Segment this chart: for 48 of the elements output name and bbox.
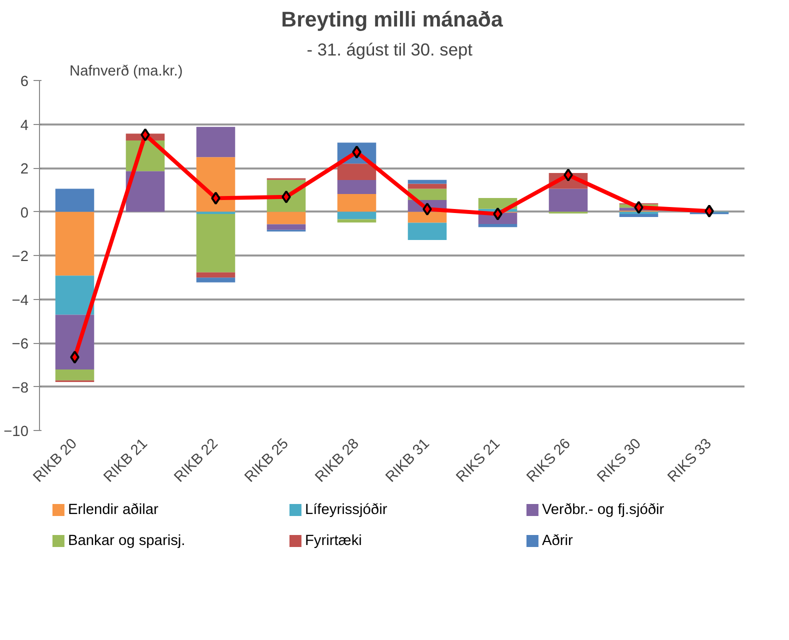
y-tick-label: −2	[12, 249, 29, 265]
y-tick-label: 4	[20, 118, 29, 134]
bar	[337, 194, 376, 212]
bar	[196, 126, 236, 158]
bar	[408, 184, 447, 189]
bar	[196, 272, 236, 278]
point	[634, 200, 644, 214]
point	[704, 204, 714, 218]
legend-label: Erlendir aðilar	[68, 502, 158, 518]
legend-label: Verðbr.- og fj.sjóðir	[542, 502, 664, 518]
point	[422, 202, 432, 216]
legend-label: Bankar og sparisj.	[68, 533, 186, 549]
bar	[408, 222, 447, 240]
bar	[478, 224, 518, 228]
y-tick-label: −4	[12, 292, 29, 309]
legend-label: Lífeyrissjóðir	[304, 502, 388, 518]
bar	[337, 164, 376, 180]
bar	[337, 219, 376, 222]
bar	[266, 224, 306, 230]
bar	[196, 278, 236, 282]
bar	[266, 212, 306, 224]
legend-label: Fyrirtæki	[304, 533, 362, 549]
bar	[196, 214, 236, 272]
y-tick-label: −8	[12, 380, 29, 396]
point	[211, 192, 220, 205]
bar	[408, 212, 447, 223]
point	[140, 128, 150, 142]
point	[70, 350, 80, 364]
chart-subtitle: - 31. ágúst til 30. sept	[306, 40, 473, 60]
bar	[337, 180, 376, 194]
bar	[55, 369, 94, 380]
bar	[55, 276, 94, 315]
y-tick-label: 2	[20, 162, 29, 178]
point	[493, 207, 502, 220]
bar	[55, 188, 94, 212]
bar	[548, 188, 588, 212]
bar	[619, 214, 658, 217]
bar	[126, 171, 165, 212]
y-tick-label: 0	[20, 205, 29, 222]
y-axis-title: Nafnverð (ma.kr.)	[70, 64, 183, 80]
bar	[408, 180, 447, 184]
y-tick-label: −10	[4, 424, 29, 440]
bar	[337, 212, 376, 220]
bar	[55, 212, 94, 276]
y-tick-label: −6	[12, 336, 29, 352]
y-tick-label: 6	[20, 74, 29, 90]
chart-title: Breyting milli mánaða	[281, 8, 503, 32]
legend-label: Aðrir	[542, 533, 574, 549]
